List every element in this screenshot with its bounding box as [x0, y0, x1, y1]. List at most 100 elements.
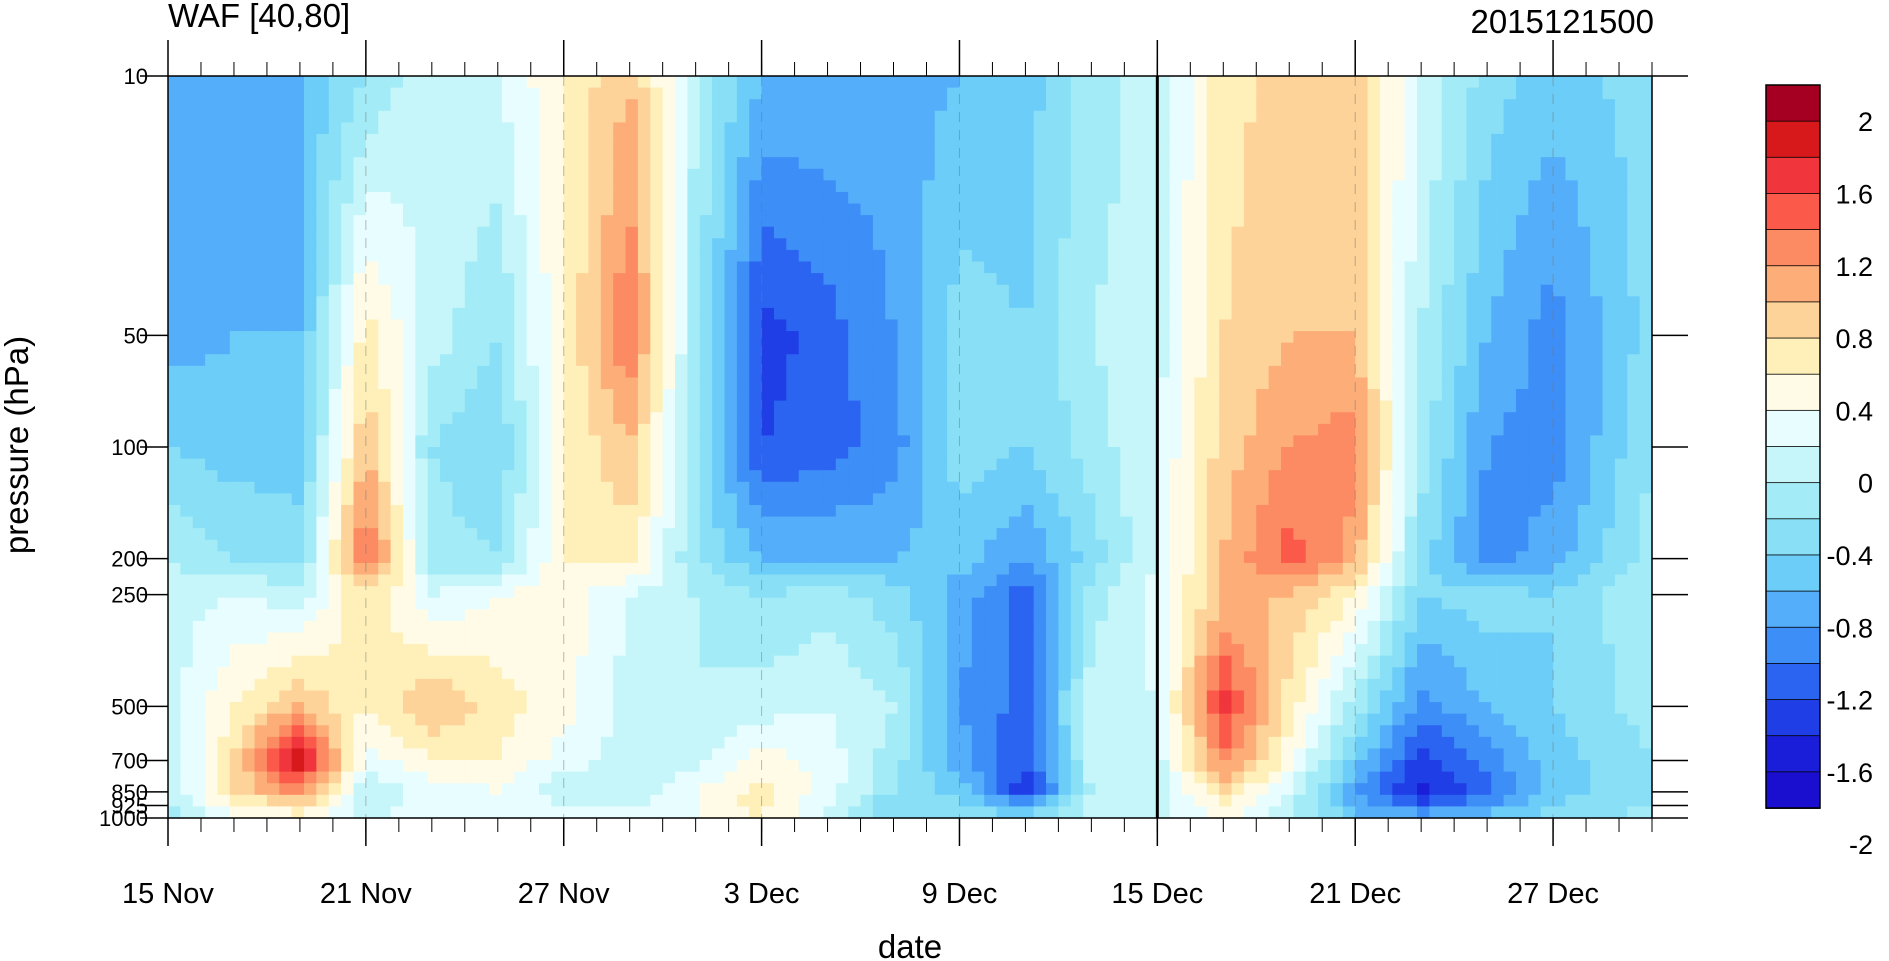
heatmap-cell	[205, 586, 219, 599]
heatmap-cell	[1008, 331, 1022, 344]
heatmap-cell	[588, 423, 602, 436]
heatmap-cell	[328, 470, 342, 483]
heatmap-cell	[563, 528, 577, 541]
heatmap-cell	[860, 655, 874, 668]
heatmap-cell	[402, 760, 416, 773]
heatmap-cell	[1120, 736, 1134, 750]
heatmap-cell	[266, 725, 280, 738]
heatmap-cell	[1008, 771, 1022, 784]
heatmap-cell	[242, 539, 256, 552]
heatmap-cell	[501, 806, 515, 819]
heatmap-cell	[415, 609, 429, 622]
heatmap-cell	[971, 319, 985, 332]
heatmap-cell	[477, 249, 491, 263]
heatmap-cell	[588, 319, 602, 332]
heatmap-cell	[712, 516, 726, 529]
heatmap-cell	[625, 632, 639, 645]
heatmap-cell	[637, 342, 651, 355]
heatmap-cell	[872, 342, 886, 355]
heatmap-cell	[501, 609, 515, 622]
heatmap-cell	[539, 284, 552, 297]
heatmap-cell	[1008, 678, 1022, 692]
heatmap-cell	[588, 377, 602, 390]
heatmap-cell	[947, 331, 961, 344]
heatmap-cell	[736, 551, 750, 564]
heatmap-cell	[489, 238, 503, 251]
heatmap-cell	[1107, 644, 1121, 657]
heatmap-cell	[526, 180, 540, 193]
heatmap-cell	[563, 562, 577, 576]
heatmap-cell	[897, 562, 911, 576]
heatmap-cell	[501, 493, 515, 506]
heatmap-cell	[971, 783, 985, 796]
heatmap-cell	[254, 678, 268, 692]
heatmap-cell	[687, 342, 701, 355]
heatmap-cell	[1120, 678, 1134, 692]
heatmap-cell	[477, 307, 491, 321]
heatmap-cell	[452, 365, 466, 379]
heatmap-cell	[1120, 423, 1134, 436]
heatmap-cell	[341, 574, 355, 587]
heatmap-cell	[452, 273, 466, 286]
heatmap-cell	[539, 261, 552, 274]
heatmap-cell	[749, 157, 763, 170]
heatmap-cell	[477, 644, 491, 657]
heatmap-cell	[217, 783, 231, 796]
heatmap-cell	[291, 794, 305, 807]
heatmap-cell	[539, 667, 552, 680]
heatmap-cell	[539, 760, 552, 773]
heatmap-cell	[539, 458, 552, 471]
heatmap-cell	[180, 516, 194, 529]
heatmap-cell	[563, 342, 577, 355]
heatmap-cell	[477, 215, 491, 228]
heatmap-cell	[168, 365, 181, 379]
heatmap-cell	[761, 180, 775, 193]
heatmap-cell	[1107, 597, 1121, 610]
heatmap-cell	[600, 713, 614, 726]
heatmap-cell	[254, 539, 268, 552]
heatmap-cell	[761, 736, 775, 750]
heatmap-cell	[798, 273, 812, 286]
heatmap-cell	[328, 273, 342, 286]
heatmap-cell	[922, 273, 936, 286]
heatmap-cell	[254, 794, 268, 807]
heatmap-cell	[1021, 133, 1035, 147]
heatmap-cell	[501, 760, 515, 773]
heatmap-cell	[959, 377, 973, 390]
heatmap-cell	[798, 423, 812, 436]
heatmap-cell	[934, 620, 948, 634]
heatmap-cell	[415, 365, 429, 379]
heatmap-cell	[464, 760, 478, 773]
heatmap-cell	[650, 760, 664, 773]
heatmap-cell	[736, 145, 750, 158]
heatmap-cell	[477, 620, 491, 634]
heatmap-cell	[514, 226, 528, 239]
heatmap-cell	[959, 296, 973, 309]
heatmap-cell	[217, 122, 231, 135]
heatmap-cell	[959, 215, 973, 228]
heatmap-cell	[415, 667, 429, 680]
heatmap-cell	[971, 238, 985, 251]
heatmap-cell	[947, 133, 961, 147]
heatmap-cell	[1046, 783, 1059, 796]
heatmap-cell	[971, 539, 985, 552]
heatmap-cell	[934, 180, 948, 193]
heatmap-cell	[959, 632, 973, 645]
heatmap-cell	[205, 354, 219, 367]
heatmap-cell	[316, 702, 330, 715]
heatmap-cell	[625, 191, 639, 205]
heatmap-cell	[242, 389, 256, 402]
heatmap-cell	[551, 377, 565, 390]
heatmap-cell	[588, 389, 602, 402]
heatmap-cell	[168, 377, 181, 390]
heatmap-cell	[613, 307, 627, 321]
heatmap-cell	[860, 273, 874, 286]
heatmap-cell	[736, 180, 750, 193]
heatmap-cell	[254, 307, 268, 321]
heatmap-cell	[551, 760, 565, 773]
heatmap-cell	[365, 528, 379, 541]
heatmap-cell	[353, 736, 367, 750]
heatmap-cell	[848, 528, 862, 541]
heatmap-cell	[279, 539, 293, 552]
heatmap-cell	[687, 574, 701, 587]
